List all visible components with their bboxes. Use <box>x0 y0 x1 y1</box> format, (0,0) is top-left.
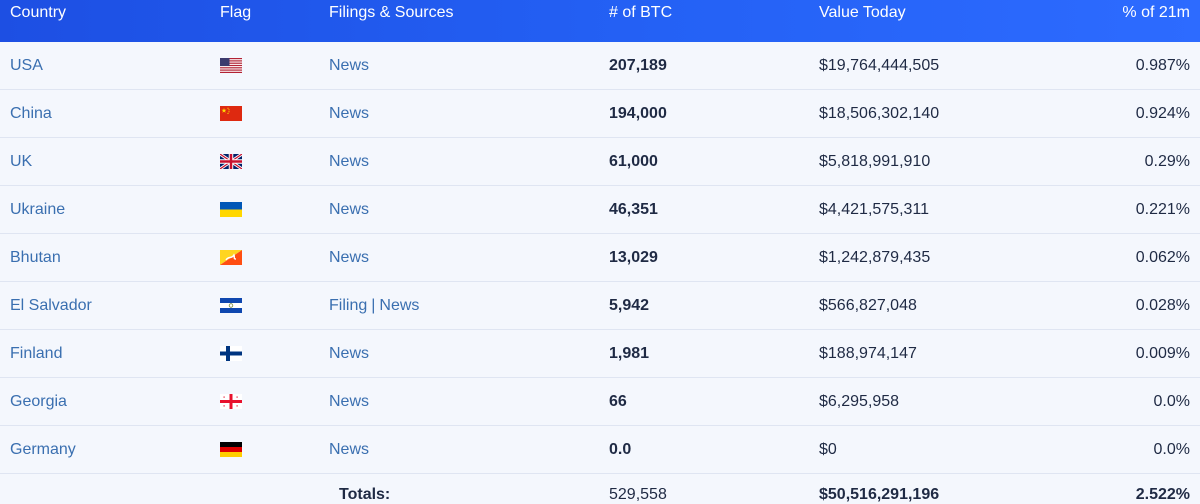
pct-of-21m: 0.028% <box>1135 296 1190 314</box>
pct-of-21m: 0.062% <box>1135 248 1190 266</box>
header-btc[interactable]: # of BTC <box>609 4 673 21</box>
btc-amount: 194,000 <box>609 104 667 122</box>
value-today: $188,974,147 <box>819 344 917 362</box>
news-link[interactable]: News <box>329 344 370 362</box>
country-link[interactable]: Bhutan <box>10 248 61 266</box>
country-link[interactable]: Finland <box>10 344 63 362</box>
table-row: USA News 207,189 $19,764,444,505 0.987% <box>0 42 1200 90</box>
country-link[interactable]: Georgia <box>10 392 67 410</box>
pct-of-21m: 0.009% <box>1135 344 1190 362</box>
value-today: $4,421,575,311 <box>819 200 930 218</box>
header-value[interactable]: Value Today <box>819 4 906 21</box>
value-today: $1,242,879,435 <box>819 248 931 266</box>
btc-amount: 13,029 <box>609 248 658 266</box>
pct-of-21m: 0.924% <box>1135 104 1190 122</box>
news-link[interactable]: News <box>329 392 370 410</box>
news-link[interactable]: News <box>329 152 370 170</box>
country-link[interactable]: Germany <box>10 440 76 458</box>
btc-amount: 46,351 <box>609 200 658 218</box>
totals-value: $50,516,291,196 <box>819 486 940 503</box>
news-link[interactable]: News <box>379 296 420 314</box>
country-link[interactable]: UK <box>10 152 33 170</box>
totals-row: Totals: 529,558 $50,516,291,196 2.522% <box>0 474 1200 504</box>
us-flag-icon <box>220 58 242 73</box>
btc-amount: 66 <box>609 392 627 410</box>
totals-pct: 2.522% <box>1135 486 1190 503</box>
link-separator: | <box>371 296 376 314</box>
totals-label: Totals: <box>339 486 391 503</box>
header-flag[interactable]: Flag <box>220 4 252 21</box>
news-link[interactable]: News <box>329 248 370 266</box>
finland-flag-icon <box>220 346 242 361</box>
value-today: $5,818,991,910 <box>819 152 931 170</box>
btc-amount: 5,942 <box>609 296 650 314</box>
value-today: $566,827,048 <box>819 296 917 314</box>
news-link[interactable]: News <box>329 56 370 74</box>
table-row: Ukraine News 46,351 $4,421,575,311 0.221… <box>0 186 1200 234</box>
country-link[interactable]: China <box>10 104 52 122</box>
table-row: El Salvador Filing | News 5,942 $566,827,0… <box>0 282 1200 330</box>
totals-btc: 529,558 <box>609 486 667 503</box>
btc-amount: 61,000 <box>609 152 658 170</box>
btc-amount: 1,981 <box>609 344 650 362</box>
table-row: Georgia News 66 $6,295,958 0.0% <box>0 378 1200 426</box>
value-today: $18,506,302,140 <box>819 104 940 122</box>
table-row: Germany News 0.0 $0 0.0% <box>0 426 1200 474</box>
table-row: Finland News 1,981 $188,974,147 0.009% <box>0 330 1200 378</box>
value-today: $0 <box>819 440 837 458</box>
table-row: China News 194,000 $18,506,302,140 0.924… <box>0 90 1200 138</box>
pct-of-21m: 0.29% <box>1144 152 1190 170</box>
btc-amount: 0.0 <box>609 440 632 458</box>
table-header: Country Flag Filings & Sources # of BTC … <box>0 0 1200 42</box>
table-row: UK News 61,000 $5,818,991,910 0.29% <box>0 138 1200 186</box>
header-country[interactable]: Country <box>10 4 67 21</box>
ukraine-flag-icon <box>220 202 242 217</box>
filing-link[interactable]: Filing <box>329 296 368 314</box>
pct-of-21m: 0.0% <box>1153 440 1190 458</box>
value-today: $6,295,958 <box>819 392 900 410</box>
china-flag-icon <box>220 106 242 121</box>
news-link[interactable]: News <box>329 440 370 458</box>
news-link[interactable]: News <box>329 200 370 218</box>
germany-flag-icon <box>220 442 242 457</box>
header-filings[interactable]: Filings & Sources <box>329 4 454 21</box>
el-salvador-flag-icon <box>220 298 242 313</box>
value-today: $19,764,444,505 <box>819 56 940 74</box>
country-link[interactable]: USA <box>10 56 43 74</box>
pct-of-21m: 0.0% <box>1153 392 1190 410</box>
uk-flag-icon <box>220 154 242 169</box>
news-link[interactable]: News <box>329 104 370 122</box>
country-link[interactable]: Ukraine <box>10 200 66 218</box>
pct-of-21m: 0.221% <box>1135 200 1190 218</box>
bhutan-flag-icon <box>220 250 242 265</box>
country-link[interactable]: El Salvador <box>10 296 92 314</box>
header-pct[interactable]: % of 21m <box>1122 4 1190 21</box>
table-row: Bhutan News 13,029 $1,242,879,435 0.062% <box>0 234 1200 282</box>
btc-amount: 207,189 <box>609 56 667 74</box>
pct-of-21m: 0.987% <box>1135 56 1190 74</box>
georgia-flag-icon <box>220 394 242 409</box>
